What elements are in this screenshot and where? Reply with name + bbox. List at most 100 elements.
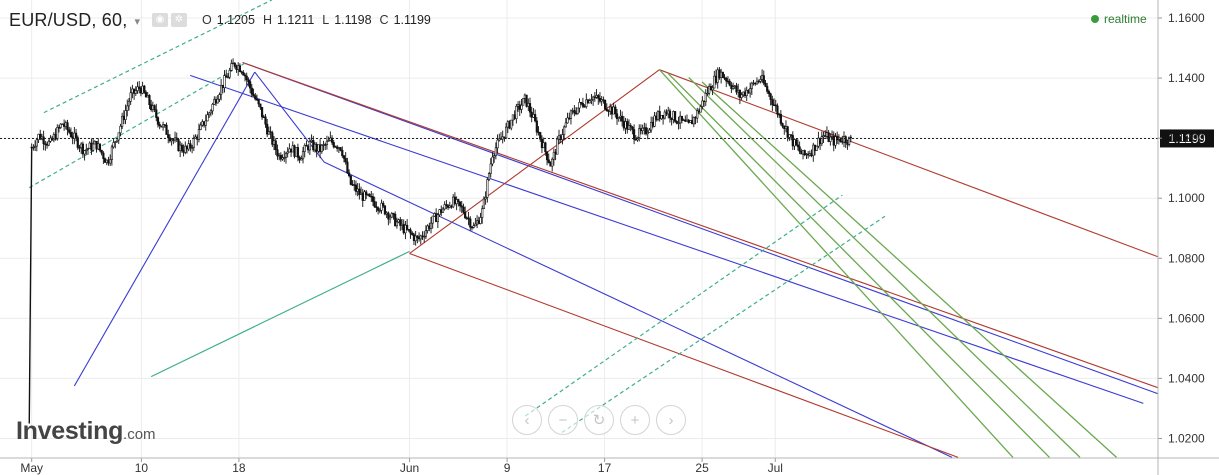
candle-body <box>429 222 433 229</box>
candle-body <box>151 105 154 110</box>
candle-body <box>69 132 73 138</box>
settings-icon[interactable]: ✲ <box>170 13 187 27</box>
candle-body <box>252 94 255 97</box>
candle-body <box>668 110 672 119</box>
candle-body <box>337 147 340 149</box>
candle-body <box>477 220 480 224</box>
candle-body <box>240 71 243 73</box>
candle-body <box>228 70 231 78</box>
y-tick-label: 1.1400 <box>1168 71 1205 85</box>
candle-body <box>813 144 817 151</box>
candle-body <box>783 125 786 129</box>
candle-body <box>793 139 796 147</box>
candle-body <box>368 193 371 197</box>
candle-body <box>289 148 293 153</box>
candle-body <box>675 121 678 124</box>
candle-body <box>778 113 781 116</box>
candle-body <box>506 121 509 128</box>
candle-body <box>305 145 308 147</box>
candle-body <box>272 140 276 145</box>
candle-body <box>655 115 658 120</box>
candle-body <box>764 82 767 87</box>
scroll-left-button[interactable]: ‹ <box>512 405 542 435</box>
candle-body <box>167 134 170 138</box>
zoom-in-button[interactable]: + <box>620 405 650 435</box>
candle-body <box>301 151 305 160</box>
candle-body <box>704 93 707 102</box>
candle-body <box>131 88 134 94</box>
candle-body <box>453 196 457 204</box>
candle-body <box>530 111 533 118</box>
candle-body <box>173 137 177 141</box>
candle-body <box>435 213 438 223</box>
candle-body <box>233 62 236 67</box>
realtime-dot-icon <box>1091 15 1099 23</box>
candle-body <box>209 110 212 114</box>
candle-body <box>52 134 55 141</box>
candle-body <box>406 224 409 230</box>
candle-body <box>44 143 47 145</box>
candle-body <box>80 143 83 148</box>
candle-body <box>523 94 526 99</box>
candle-body <box>98 143 102 151</box>
candle-body <box>542 142 545 149</box>
candle-body <box>318 144 322 152</box>
candle-body <box>218 94 221 100</box>
y-tick-label: 1.1200 <box>1168 131 1205 145</box>
candle-body <box>394 213 397 227</box>
candle-body <box>505 126 508 139</box>
candle-body <box>34 145 37 148</box>
candle-body <box>498 138 501 141</box>
candle-body <box>264 116 267 125</box>
candle-body <box>607 110 610 112</box>
candle-body <box>283 157 286 159</box>
candle-body <box>467 217 470 220</box>
red-pitchfork-line <box>242 61 1158 389</box>
candle-body <box>796 144 800 148</box>
candle-body <box>552 151 555 160</box>
candle-body <box>585 99 588 108</box>
candle-body <box>136 86 139 91</box>
close-key: C <box>379 13 389 27</box>
candle-body <box>161 124 165 128</box>
candle-body <box>696 110 699 119</box>
candle-body <box>344 158 347 163</box>
candle-body <box>445 204 448 206</box>
candle-body <box>481 208 484 218</box>
candle-body <box>556 138 559 155</box>
candle-body <box>363 191 366 201</box>
candle-body <box>267 131 270 135</box>
zoom-out-button[interactable]: − <box>548 405 578 435</box>
eye-icon[interactable]: ◉ <box>151 13 168 27</box>
candle-body <box>578 102 581 109</box>
candle-body <box>839 138 842 142</box>
candle-body <box>665 111 668 115</box>
candle-body <box>457 199 460 203</box>
candle-body <box>801 150 805 155</box>
candle-body <box>279 154 282 160</box>
candle-body <box>684 119 687 122</box>
candle-body <box>400 223 404 226</box>
candle-body <box>216 98 219 104</box>
candle-body <box>803 150 806 156</box>
candle-body <box>409 229 412 234</box>
candle-body <box>597 95 600 99</box>
candle-body <box>547 159 550 163</box>
symbol-label[interactable]: EUR/USD, 60, <box>9 9 128 30</box>
interval-dropdown-caret-icon[interactable]: ▾ <box>134 15 140 28</box>
reset-button[interactable]: ↻ <box>584 405 614 435</box>
candle-body <box>269 131 272 134</box>
candle-body <box>122 115 125 120</box>
candle-body <box>731 86 735 89</box>
candle-body <box>421 235 424 237</box>
candle-body <box>518 104 521 110</box>
candle-body <box>730 84 733 89</box>
gridlines <box>0 0 1158 458</box>
candle-body <box>189 143 192 149</box>
scroll-right-button[interactable]: › <box>656 405 686 435</box>
candle-body <box>291 145 294 153</box>
candle-body <box>701 100 704 107</box>
candle-body <box>103 158 107 163</box>
